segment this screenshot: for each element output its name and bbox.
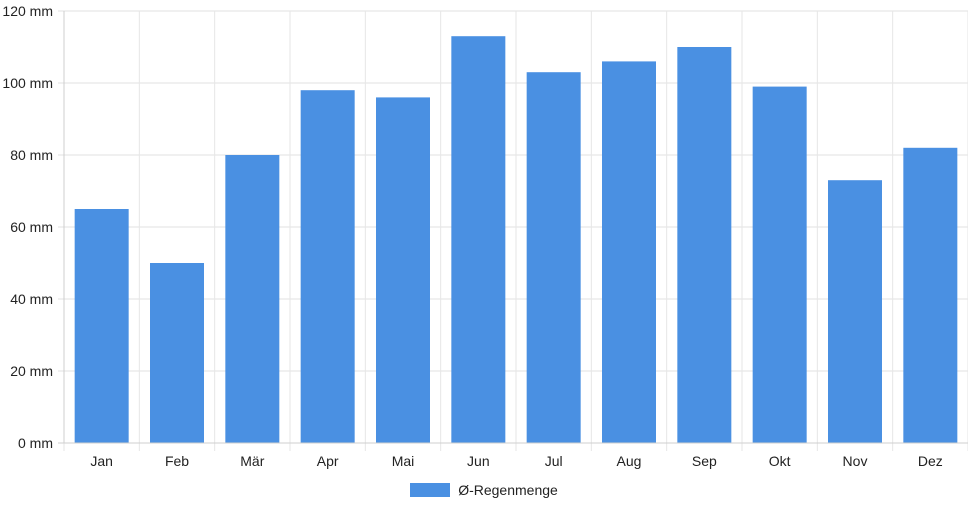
x-tick-label: Feb [165, 453, 189, 469]
x-tick-label: Nov [843, 453, 868, 469]
bar-Sep [677, 47, 732, 443]
x-tick-label: Sep [692, 453, 717, 469]
x-tick-label: Mär [240, 453, 264, 469]
bar-Jun [451, 36, 506, 443]
bar-Mär [225, 155, 280, 443]
x-tick-label: Jul [545, 453, 563, 469]
legend-label: Ø-Regenmenge [458, 482, 558, 498]
bar-Nov [828, 180, 882, 443]
y-tick-label: 60 mm [10, 219, 53, 235]
y-tick-label: 0 mm [18, 435, 53, 451]
legend[interactable]: Ø-Regenmenge [0, 478, 968, 502]
y-tick-label: 120 mm [2, 3, 53, 19]
chart-canvas: 0 mm 20 mm 40 mm 60 mm 80 mm 100 mm 120 mm Jan F… [2, 3, 968, 469]
x-tick-label: Mai [392, 453, 415, 469]
x-tick-label: Jun [467, 453, 490, 469]
y-tick-label: 20 mm [10, 363, 53, 379]
x-tick-label: Okt [769, 453, 791, 469]
bar-Feb [150, 263, 204, 443]
bar-Jan [74, 209, 129, 443]
x-tick-label: Apr [317, 453, 339, 469]
bar-Mai [376, 97, 430, 444]
bar-Aug [602, 61, 656, 444]
y-tick-label: 40 mm [10, 291, 53, 307]
y-tick-label: 100 mm [2, 75, 53, 91]
x-tick-label: Jan [90, 453, 113, 469]
x-tick-label: Dez [918, 453, 943, 469]
x-tick-label: Aug [617, 453, 642, 469]
bar-Jul [526, 72, 581, 443]
legend-swatch [410, 483, 451, 497]
bar-Okt [752, 86, 807, 443]
bar-Apr [300, 90, 355, 443]
bar-Dez [903, 147, 958, 444]
y-tick-label: 80 mm [10, 147, 53, 163]
